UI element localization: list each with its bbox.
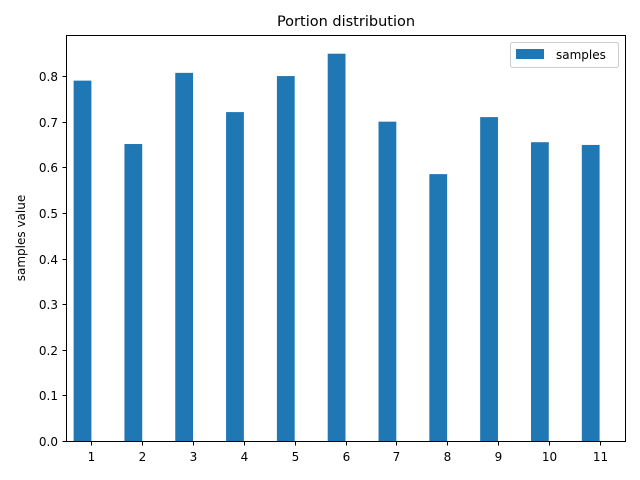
y-tick-label: 0.0 — [39, 435, 58, 449]
y-axis-ticks: 0.0 0.1 0.2 0.3 0.4 0.5 0.6 0.7 0.8 — [39, 70, 67, 449]
legend-frame — [510, 42, 619, 68]
y-axis-label: samples value — [14, 195, 28, 281]
bar-5 — [276, 76, 295, 441]
x-tick-label: 3 — [190, 450, 198, 464]
bar-7 — [378, 121, 397, 442]
x-tick-label: 10 — [542, 450, 557, 464]
bar-10 — [530, 142, 549, 441]
bar-9 — [480, 117, 498, 442]
chart-title: Portion distribution — [277, 14, 415, 30]
y-tick-label: 0.6 — [39, 161, 58, 175]
bar-11 — [581, 144, 600, 441]
x-tick-label: 5 — [292, 450, 300, 464]
y-tick-label: 0.4 — [39, 253, 58, 267]
bar-6 — [327, 53, 346, 441]
y-tick-label: 0.7 — [39, 116, 58, 130]
bar-3 — [175, 72, 194, 442]
bar-4 — [226, 112, 244, 441]
plot-frame — [66, 35, 626, 442]
legend: samples — [510, 42, 619, 68]
y-tick-label: 0.3 — [39, 298, 58, 312]
y-tick-label: 0.5 — [39, 207, 58, 221]
x-tick-label: 7 — [393, 450, 401, 464]
legend-label-samples: samples — [556, 48, 606, 62]
x-tick-label: 2 — [139, 450, 147, 464]
bars-layer — [73, 53, 600, 442]
x-tick-label: 4 — [241, 450, 249, 464]
y-tick-label: 0.1 — [39, 389, 58, 403]
x-tick-label: 6 — [343, 450, 351, 464]
bar-1 — [73, 80, 92, 442]
bar-8 — [429, 174, 448, 441]
x-tick-label: 1 — [88, 450, 96, 464]
x-axis-ticks: 1 2 3 4 5 6 7 8 9 10 11 — [88, 441, 608, 464]
y-tick-label: 0.2 — [39, 344, 58, 358]
x-tick-label: 11 — [593, 450, 608, 464]
legend-swatch — [516, 49, 544, 59]
bar-2 — [124, 144, 143, 441]
y-tick-label: 0.8 — [39, 70, 58, 84]
x-tick-label: 8 — [444, 450, 452, 464]
x-tick-label: 9 — [495, 450, 503, 464]
